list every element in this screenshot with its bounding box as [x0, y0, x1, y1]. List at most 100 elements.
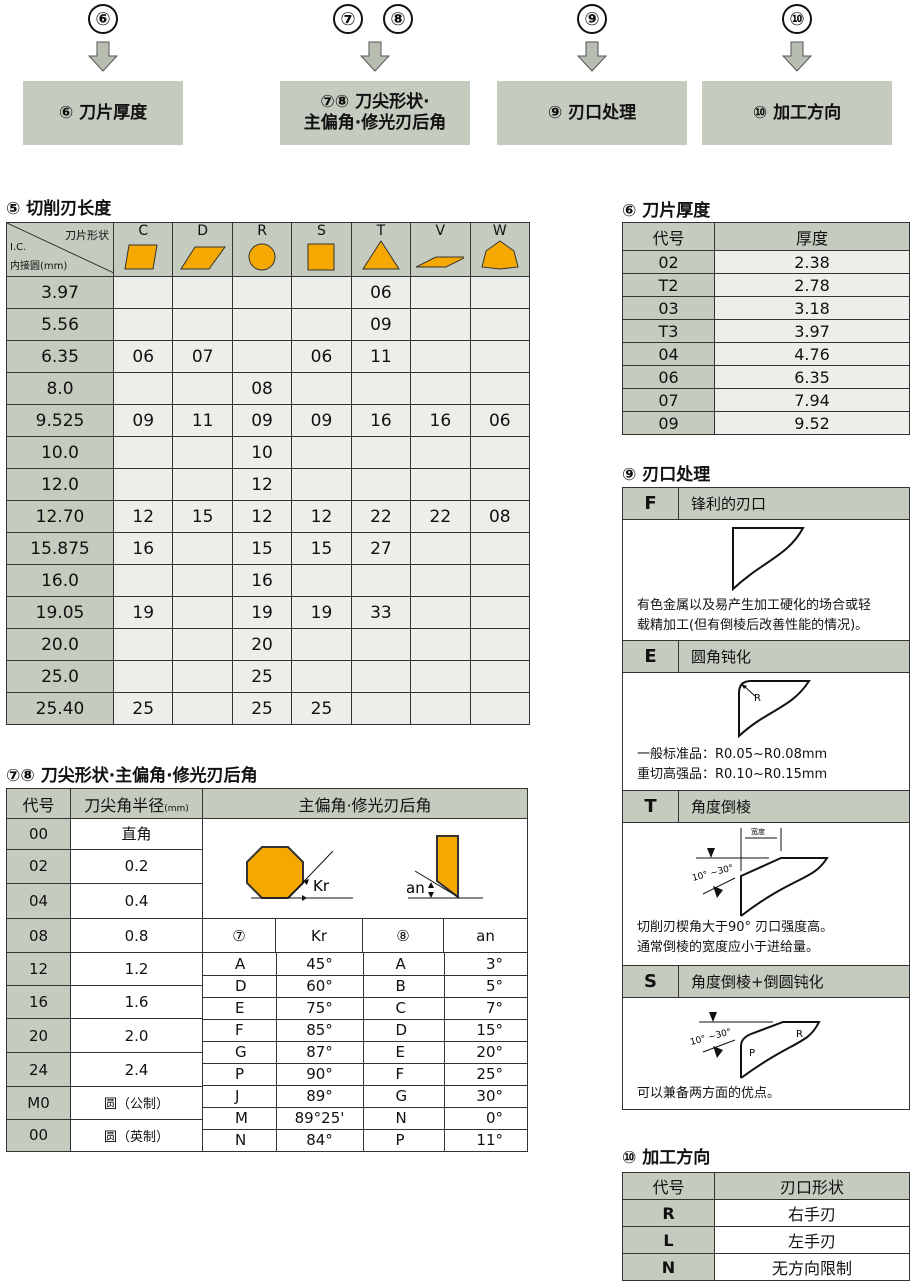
cell: [172, 628, 233, 661]
cell: [410, 628, 471, 661]
angle-table: A 45° A 3° D 60° B 5° E 75° C 7° F 85° D 15° G 87° E 20° P 90…: [203, 953, 527, 1151]
radius: 1.2: [70, 951, 203, 987]
marker-6: ⑥: [88, 4, 118, 34]
table-row: T2 2.78: [622, 273, 910, 297]
r-label: R: [754, 693, 761, 704]
cell: [410, 532, 471, 565]
cell: [350, 372, 412, 405]
cell: [410, 692, 471, 725]
code: 03: [622, 296, 715, 320]
radius: 2.4: [70, 1052, 203, 1087]
code: 09: [622, 411, 715, 435]
table-row: 15.875 16 15 15 27: [6, 532, 531, 565]
section-f-header: F 锋利的刃口: [623, 487, 909, 520]
ic-size: 12.70: [6, 500, 114, 533]
table-row: N 84° P 11°: [203, 1128, 527, 1151]
angle-value: 30°: [443, 1084, 527, 1108]
radius: 0.4: [70, 883, 203, 919]
shape-code: D: [197, 223, 209, 239]
cell: 22: [410, 500, 471, 533]
value: 9.52: [714, 411, 910, 435]
angle-value: 25°: [443, 1062, 527, 1086]
code: 07: [622, 388, 715, 412]
cell: 10: [231, 436, 293, 469]
diagonal-line: [7, 223, 114, 273]
angle-value: N: [362, 1106, 445, 1130]
header-unit: (mm): [164, 803, 189, 814]
radius: 2.0: [70, 1018, 203, 1054]
kr-an-diagram: Kr an: [246, 835, 483, 901]
thickness-table: 代号 厚度 02 2.38 T2 2.78 03 3.18 T3 3.97 04 4.76 06 6.3…: [622, 222, 910, 435]
angle-cell-group: A 45° A 3° D 60° B 5° E 75° C 7° F 85° D 15° G 87° E 20° P 90…: [202, 952, 528, 1152]
cell: [112, 276, 174, 309]
cell: 06: [112, 340, 174, 373]
angle-label: 10° ~30°: [689, 1027, 732, 1048]
cell: 15: [172, 500, 233, 533]
cell: [231, 308, 293, 341]
cell: [469, 308, 531, 341]
value: 6.35: [714, 365, 910, 389]
cell: 06: [291, 340, 352, 373]
code: 16: [6, 985, 71, 1020]
header-code: 代号: [622, 222, 715, 251]
table-row: 03 3.18: [622, 296, 910, 320]
table-row: 12 1.2 A 45° A 3° D 60° B 5° E 75° C 7° F 85° D 15° G 87° E 2…: [6, 951, 528, 1152]
angle-value: F: [362, 1062, 445, 1086]
code: L: [622, 1226, 715, 1254]
header-code: 代号: [6, 788, 71, 819]
angle-value: 85°: [275, 1018, 364, 1042]
shape-header-W: W: [469, 222, 531, 277]
insert-shape-W-icon: [481, 240, 519, 270]
table-row: 04 0.4: [6, 883, 528, 919]
section-title: ⑤ 切削刃长度: [6, 199, 112, 219]
cell: [469, 596, 531, 629]
header-thickness: 厚度: [714, 222, 910, 251]
table-row: 25.40 25 25 25: [6, 692, 531, 725]
down-arrow-icon: [577, 41, 607, 72]
header-radius-text: 刀尖角半径: [84, 795, 165, 815]
cell: 25: [231, 692, 293, 725]
value: 3.97: [714, 319, 910, 343]
angle-value: M: [203, 1106, 277, 1130]
cell: [410, 372, 471, 405]
cell: 07: [172, 340, 233, 373]
cell: [112, 372, 174, 405]
code: 24: [6, 1052, 71, 1087]
name: 圆角钝化: [691, 648, 752, 666]
section-title: ⑥ 刀片厚度: [622, 201, 711, 221]
angle-value: F: [203, 1018, 277, 1042]
ic-size: 3.97: [6, 276, 114, 309]
code: 04: [622, 342, 715, 366]
cell: 11: [350, 340, 412, 373]
shape-header-V: V: [410, 222, 471, 277]
step-box-line: ⑦⑧ 刀尖形状·: [320, 92, 430, 112]
marker-9: ⑨: [577, 4, 607, 34]
angle-value: G: [362, 1084, 445, 1108]
down-arrow-icon: [782, 41, 812, 72]
note: 一般标准品：R0.05~R0.08mm: [637, 747, 828, 762]
ic-size: 5.56: [6, 308, 114, 341]
cell: [112, 628, 174, 661]
table-row: 8.0 08: [6, 372, 531, 405]
ic-size: 25.40: [6, 692, 114, 725]
angle-value: C: [362, 996, 445, 1020]
cell: [410, 436, 471, 469]
sharp-edge-diagram: [732, 527, 805, 591]
cell: [172, 596, 233, 629]
angle-value: E: [203, 996, 277, 1020]
ic-size: 20.0: [6, 628, 114, 661]
cell: [350, 468, 412, 501]
step-box-line: 主偏角·修光刃后角: [303, 113, 447, 133]
name: 角度倒棱: [691, 798, 752, 816]
cell: [350, 628, 412, 661]
code: 20: [6, 1018, 71, 1054]
cell: [469, 692, 531, 725]
cell: [410, 340, 471, 373]
angle-value: 90°: [275, 1062, 364, 1086]
angle-value: 0°: [443, 1106, 527, 1130]
cell: [469, 436, 531, 469]
cell: 25: [112, 692, 174, 725]
cell: 09: [291, 404, 352, 437]
shape-header-D: D: [172, 222, 233, 277]
insert-shape-D-icon: [179, 246, 226, 270]
